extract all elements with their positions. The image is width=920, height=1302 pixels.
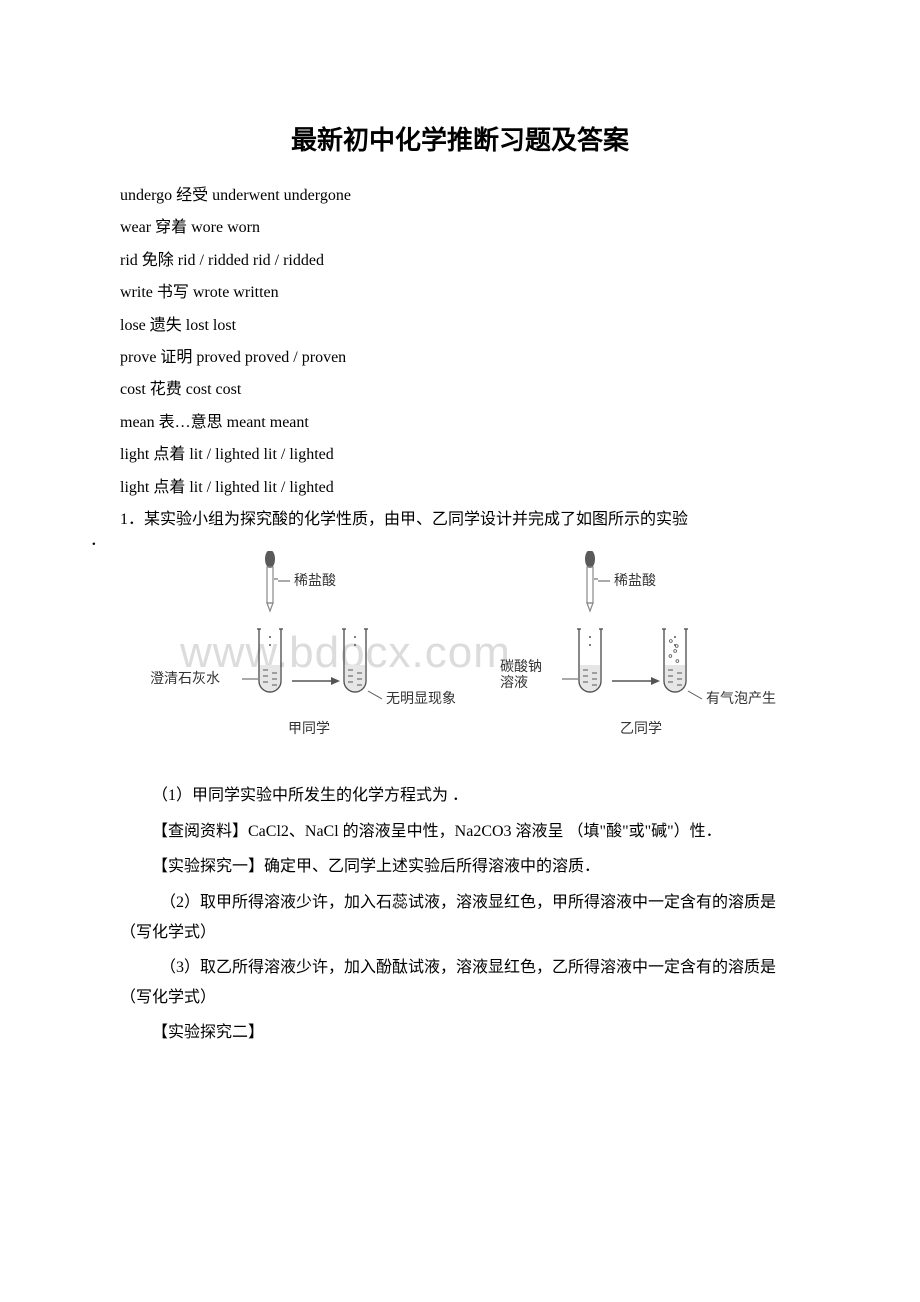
vocab-line: light 点着 lit / lighted lit / lighted [120, 440, 800, 470]
svg-text:稀盐酸: 稀盐酸 [294, 573, 336, 589]
svg-text:碳酸钠: 碳酸钠 [500, 659, 542, 675]
svg-text:澄清石灰水: 澄清石灰水 [150, 671, 220, 687]
vocab-line: undergo 经受 underwent undergone [120, 181, 800, 211]
question-1-part1: （1）甲同学实验中所发生的化学方程式为 ． [120, 781, 800, 811]
question-1-intro: 1．某实验小组为探究酸的化学性质，由甲、乙同学设计并完成了如图所示的实验 [120, 505, 800, 535]
document-page: 最新初中化学推断习题及答案 undergo 经受 underwent under… [0, 0, 920, 1154]
inquiry-2-heading: 【实验探究二】 [120, 1018, 800, 1048]
vocab-line: lose 遗失 lost lost [120, 311, 800, 341]
question-1-part3: （3）取乙所得溶液少许，加入酚酞试液，溶液显红色，乙所得溶液中一定含有的溶质是 … [120, 953, 800, 1012]
svg-text:有气泡产生: 有气泡产生 [706, 691, 776, 707]
svg-text:甲同学: 甲同学 [288, 721, 330, 737]
vocab-line: mean 表…意思 meant meant [120, 408, 800, 438]
svg-text:溶液: 溶液 [500, 675, 528, 691]
question-1-part2: （2）取甲所得溶液少许，加入石蕊试液，溶液显红色，甲所得溶液中一定含有的溶质是 … [120, 888, 800, 947]
svg-text:无明显现象: 无明显现象 [386, 691, 456, 707]
stray-period: ． [90, 537, 770, 545]
vocab-line: cost 花费 cost cost [120, 375, 800, 405]
inquiry-1-heading: 【实验探究一】确定甲、乙同学上述实验后所得溶液中的溶质． [120, 852, 800, 882]
reference-section: 【查阅资料】CaCl2、NaCl 的溶液呈中性，Na2CO3 溶液呈 （填"酸"… [120, 817, 800, 847]
vocab-line: write 书写 wrote written [120, 278, 800, 308]
svg-text:稀盐酸: 稀盐酸 [614, 573, 656, 589]
vocab-line: wear 穿着 wore worn [120, 213, 800, 243]
svg-text:乙同学: 乙同学 [620, 721, 662, 737]
vocab-line: light 点着 lit / lighted lit / lighted [120, 473, 800, 503]
vocab-line: rid 免除 rid / ridded rid / ridded [120, 246, 800, 276]
vocab-line: prove 证明 proved proved / proven [120, 343, 800, 373]
document-title: 最新初中化学推断习题及答案 [120, 120, 800, 157]
experiment-diagram: 稀盐酸澄清石灰水无明显现象甲同学 稀盐酸碳酸钠溶液有气泡产生乙同学 [120, 551, 800, 771]
